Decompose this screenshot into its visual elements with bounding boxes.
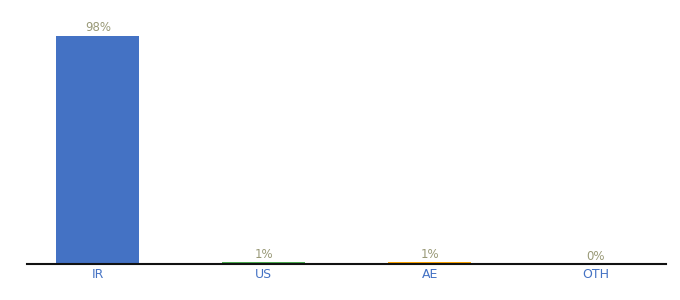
Bar [56, 36, 139, 264]
Text: 1%: 1% [254, 248, 273, 260]
Text: 0%: 0% [587, 250, 605, 263]
Bar [222, 262, 305, 264]
Bar [388, 262, 471, 264]
Text: 98%: 98% [85, 22, 111, 34]
Text: 1%: 1% [420, 248, 439, 260]
